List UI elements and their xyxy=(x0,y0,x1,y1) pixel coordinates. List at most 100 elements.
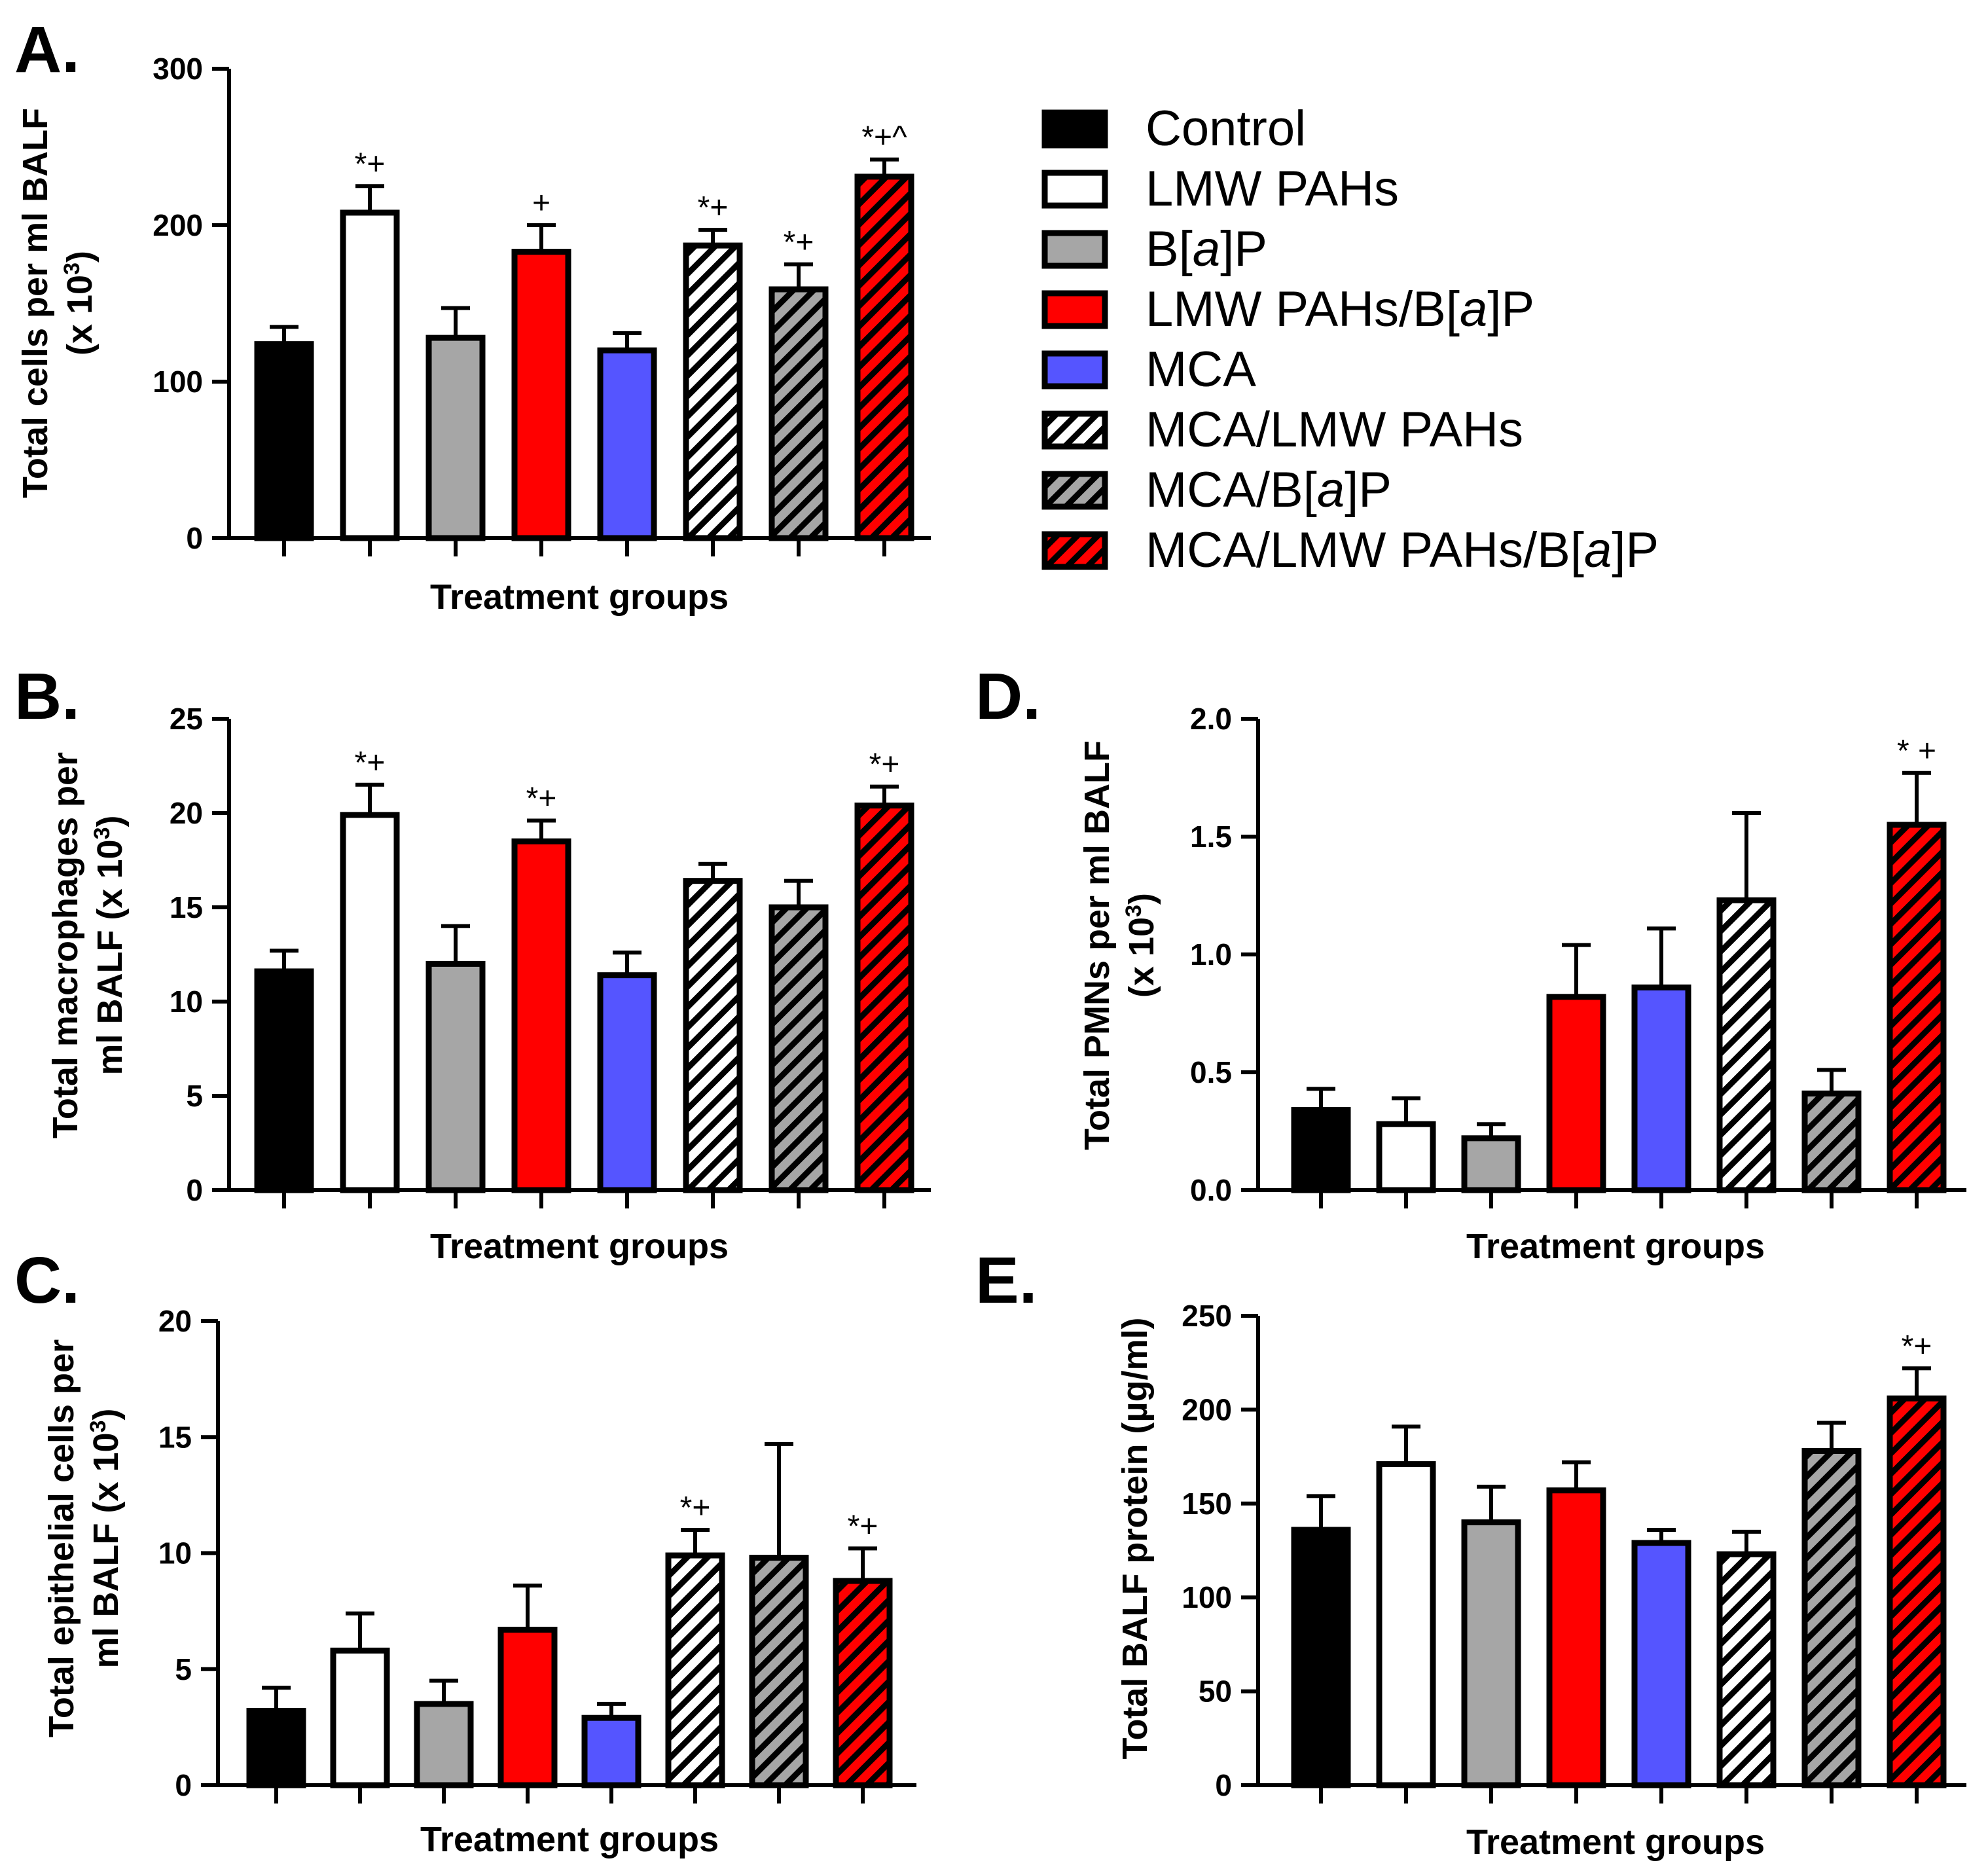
bar-mca-lmw-pahs xyxy=(683,878,743,1193)
bar-control xyxy=(254,968,314,1193)
y-tick-label: 0.0 xyxy=(1190,1173,1232,1207)
y-tick-label: 100 xyxy=(1182,1580,1232,1614)
y-axis-title-line1: Total PMNs per ml BALF xyxy=(1077,740,1117,1150)
legend-label: LMW PAHs xyxy=(1146,161,1399,217)
panel-b: B. Total macrophages per ml BALF (x 103)… xyxy=(14,660,931,1266)
bar-mca-bap xyxy=(749,1555,809,1788)
y-tick-label: 15 xyxy=(170,890,203,924)
panel-letter: C. xyxy=(14,1244,80,1317)
bar-lmw-pahs xyxy=(1376,1121,1436,1193)
significance-label: *+ xyxy=(355,746,386,780)
y-axis-title: Total BALF protein (µg/ml) xyxy=(1115,1317,1155,1759)
significance-label: * + xyxy=(1897,734,1936,769)
bar-lmw-pahs xyxy=(340,209,400,541)
bar-lmw-pahs-bap xyxy=(511,838,571,1193)
significance-label: *+ xyxy=(526,782,557,816)
y-axis-title: Total macrophages per ml BALF (x 103) xyxy=(46,752,130,1138)
y-tick-label: 100 xyxy=(153,365,203,399)
legend-swatch xyxy=(1041,230,1108,269)
bar-mca-bap xyxy=(768,286,829,541)
bar-lmw-pahs xyxy=(340,812,400,1193)
bar-mca-lmw-pahs xyxy=(1716,897,1777,1193)
y-axis-title-line2: ml BALF (x 103) xyxy=(86,1409,126,1669)
y-tick-label: 50 xyxy=(1199,1675,1232,1709)
legend-label: MCA/B[a]P xyxy=(1146,462,1392,518)
y-tick-label: 2.0 xyxy=(1190,702,1232,736)
bar-mca-lmw-pahs xyxy=(683,242,743,541)
bar-mca xyxy=(581,1714,642,1788)
legend-item-mca-lmw-pahs-bap: MCA/LMW PAHs/B[a]P xyxy=(1041,522,1659,578)
significance-label: *+ xyxy=(784,225,814,260)
bar-mca xyxy=(597,347,657,541)
legend-swatch xyxy=(1041,290,1108,329)
y-tick-label: 200 xyxy=(1182,1392,1232,1426)
bar-bap xyxy=(425,335,486,541)
y-tick-label: 200 xyxy=(153,208,203,242)
bar-control xyxy=(246,1708,306,1788)
bar-control xyxy=(1291,1527,1351,1788)
legend-swatch xyxy=(1041,109,1108,149)
bar-control xyxy=(254,341,314,541)
significance-label: *+ xyxy=(355,147,386,181)
bar-mca-lmw-pahs-bap xyxy=(1887,822,1947,1193)
panel-letter: A. xyxy=(14,13,80,86)
bar-mca-bap xyxy=(768,904,829,1193)
panel-letter: D. xyxy=(975,660,1041,733)
y-tick-label: 20 xyxy=(170,796,203,830)
y-axis-title: Total cells per ml BALF (x 103) xyxy=(16,108,99,498)
legend-item-mca: MCA xyxy=(1041,342,1256,397)
y-tick-label: 20 xyxy=(158,1304,192,1338)
y-tick-label: 150 xyxy=(1182,1487,1232,1521)
legend-label: B[a]P xyxy=(1146,221,1267,277)
bar-bap xyxy=(1461,1135,1521,1193)
y-axis-title-line2: (x 103) xyxy=(1121,893,1161,998)
y-axis-title-line1: Total epithelial cells per xyxy=(42,1339,81,1737)
bar-bap xyxy=(1461,1519,1521,1788)
panel-letter: E. xyxy=(975,1244,1037,1317)
y-axis-title-line2: ml BALF (x 103) xyxy=(90,816,130,1076)
y-axis-title-line1: Total macrophages per xyxy=(46,752,85,1138)
panel-d: D. Total PMNs per ml BALF (x 103) Treatm… xyxy=(975,660,1966,1266)
legend-swatch xyxy=(1041,531,1108,570)
bar-mca xyxy=(1631,1540,1691,1788)
bar-bap xyxy=(425,960,486,1193)
panel-a: A. Total cells per ml BALF (x 103) Treat… xyxy=(14,13,931,617)
x-axis-title: Treatment groups xyxy=(430,577,729,617)
legend-label: LMW PAHs/B[a]P xyxy=(1146,281,1534,337)
y-axis-title: Total PMNs per ml BALF (x 103) xyxy=(1077,740,1161,1150)
bar-control xyxy=(1291,1107,1351,1193)
y-axis-title-line1: Total cells per ml BALF xyxy=(16,108,55,498)
bar-mca xyxy=(597,972,657,1193)
bar-mca-bap xyxy=(1801,1447,1862,1788)
y-tick-label: 10 xyxy=(170,985,203,1019)
bar-lmw-pahs-bap xyxy=(497,1626,558,1788)
bar-mca-lmw-pahs-bap xyxy=(854,173,914,541)
significance-label: *+ xyxy=(698,190,729,225)
legend-item-mca-lmw-pahs: MCA/LMW PAHs xyxy=(1041,402,1523,458)
bar-lmw-pahs-bap xyxy=(1546,1487,1606,1788)
bar-bap xyxy=(414,1701,474,1788)
x-axis-title: Treatment groups xyxy=(420,1820,719,1859)
legend-item-lmw-pahs-bap: LMW PAHs/B[a]P xyxy=(1041,281,1534,337)
y-tick-label: 0 xyxy=(186,521,203,555)
bar-mca-lmw-pahs-bap xyxy=(833,1578,893,1788)
bar-mca-lmw-pahs xyxy=(1716,1551,1777,1788)
significance-label: *+ xyxy=(1902,1329,1932,1364)
bar-mca-lmw-pahs xyxy=(665,1552,725,1788)
y-tick-label: 5 xyxy=(186,1079,203,1113)
y-tick-label: 0 xyxy=(175,1768,192,1802)
significance-label: *+^ xyxy=(861,120,907,155)
panel-e: E. Total BALF protein (µg/ml) Treatment … xyxy=(975,1244,1966,1862)
significance-label: *+ xyxy=(869,748,900,782)
y-tick-label: 0.5 xyxy=(1190,1055,1232,1089)
legend-label: MCA/LMW PAHs/B[a]P xyxy=(1146,522,1659,578)
y-tick-label: 25 xyxy=(170,702,203,736)
legend-swatch xyxy=(1041,471,1108,510)
x-axis-title: Treatment groups xyxy=(430,1227,729,1266)
y-tick-label: 0 xyxy=(186,1173,203,1207)
legend-swatch xyxy=(1041,170,1108,209)
legend-item-lmw-pahs: LMW PAHs xyxy=(1041,161,1399,217)
bar-lmw-pahs-bap xyxy=(1546,994,1606,1193)
bar-mca-lmw-pahs-bap xyxy=(854,802,914,1193)
legend-item-bap: B[a]P xyxy=(1041,221,1267,277)
